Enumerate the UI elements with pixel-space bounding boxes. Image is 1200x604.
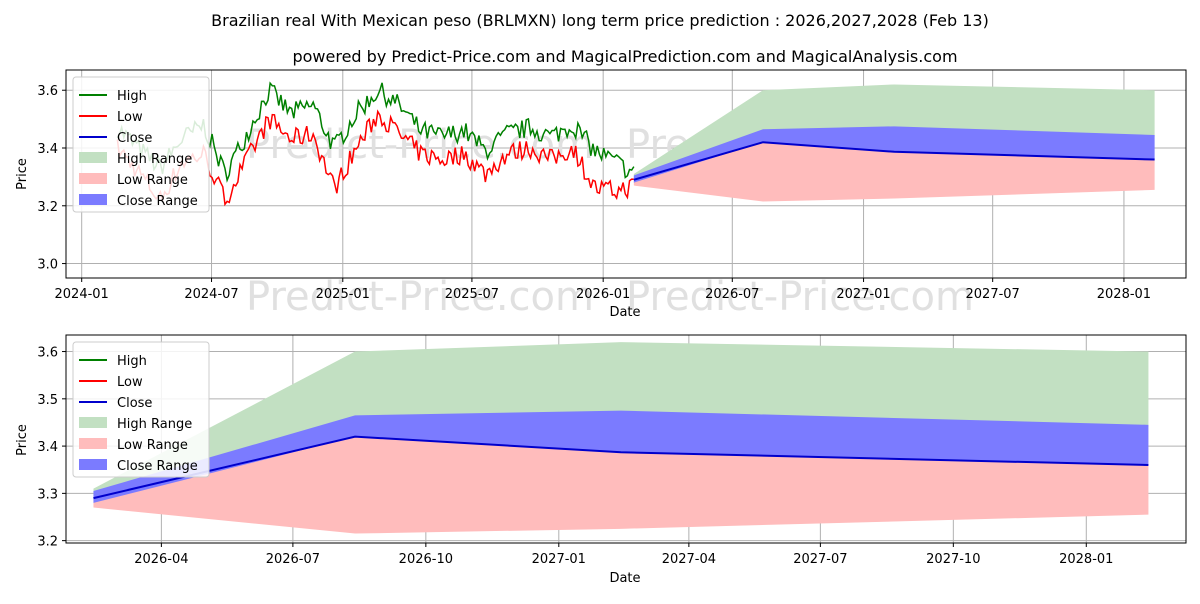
legend-label: Close Range — [117, 194, 198, 209]
x-tick-label: 2024-07 — [184, 287, 238, 302]
x-tick-label: 2025-01 — [316, 287, 370, 302]
forecast-close-line — [633, 141, 1155, 181]
x-tick-label: 2027-04 — [662, 552, 716, 567]
x-tick-label: 2026-01 — [576, 287, 630, 302]
legend-patch-swatch — [79, 194, 107, 205]
top-panel: Predict-Price.com Predict-Price.com Pred… — [15, 69, 1187, 320]
top-y-axis-label: Price — [15, 158, 30, 190]
x-tick-label: 2025-07 — [445, 287, 499, 302]
bottom-panel: Predict-Price.com Predict-Price.com 2026… — [15, 334, 1187, 586]
high-range-band — [633, 84, 1155, 180]
bottom-y-axis-label: Price — [15, 424, 30, 456]
forecast-close-line — [93, 435, 1149, 500]
y-tick-label: 3.6 — [37, 84, 58, 99]
legend-label: Low Range — [117, 173, 188, 188]
low-range-band — [93, 436, 1149, 534]
y-tick-label: 3.4 — [37, 440, 58, 455]
x-tick-label: 2024-01 — [55, 287, 109, 302]
watermark-text: Predict-Price.com — [246, 274, 594, 320]
y-tick-label: 3.5 — [37, 393, 58, 408]
legend-label: High Range — [117, 152, 192, 167]
legend-label: Close — [117, 396, 152, 411]
chart-subtitle: powered by Predict-Price.com and Magical… — [292, 47, 957, 66]
x-tick-label: 2027-01 — [532, 552, 586, 567]
y-tick-label: 3.3 — [37, 487, 58, 502]
legend-label: Low Range — [117, 438, 188, 453]
x-tick-label: 2027-07 — [793, 552, 847, 567]
chart-title: Brazilian real With Mexican peso (BRLMXN… — [211, 11, 989, 30]
x-tick-label: 2028-01 — [1059, 552, 1113, 567]
high-range-band — [93, 342, 1149, 499]
x-tick-label: 2026-04 — [134, 552, 188, 567]
watermark-text: Predict-Price.com — [626, 274, 974, 320]
bottom-x-axis-label: Date — [609, 571, 640, 586]
legend-label: Low — [117, 375, 143, 390]
legend-label: High — [117, 89, 147, 104]
bottom-plot-frame — [65, 334, 1187, 544]
legend-patch-swatch — [79, 152, 107, 163]
watermark-text: Predict-Price.com — [246, 122, 594, 168]
x-tick-label: 2028-01 — [1097, 287, 1151, 302]
top-plot-frame — [65, 69, 1187, 279]
legend-label: High Range — [117, 417, 192, 432]
top-legend: High Low Close High Range Low Range Close Ran… — [72, 76, 210, 213]
x-tick-label: 2027-07 — [966, 287, 1020, 302]
x-tick-label: 2026-07 — [266, 552, 320, 567]
legend-label: Close Range — [117, 459, 198, 474]
y-tick-label: 3.6 — [37, 346, 58, 361]
legend-patch-swatch — [79, 173, 107, 184]
legend-label: Close — [117, 131, 152, 146]
legend-label: High — [117, 354, 147, 369]
x-tick-label: 2026-10 — [399, 552, 453, 567]
x-tick-label: 2026-07 — [705, 287, 759, 302]
top-x-axis-label: Date — [609, 305, 640, 320]
y-tick-label: 3.2 — [37, 535, 58, 550]
y-tick-label: 3.0 — [37, 258, 58, 273]
close-range-band — [93, 410, 1149, 503]
y-tick-label: 3.4 — [37, 142, 58, 157]
low-range-band — [633, 142, 1155, 202]
legend-patch-swatch — [79, 438, 107, 449]
legend-label: Low — [117, 110, 143, 125]
legend-patch-swatch — [79, 417, 107, 428]
x-tick-label: 2027-01 — [836, 287, 890, 302]
y-tick-label: 3.2 — [37, 200, 58, 215]
x-tick-label: 2027-10 — [926, 552, 980, 567]
bottom-legend: High Low Close High Range Low Range Close Ran… — [72, 341, 210, 478]
close-range-band — [633, 126, 1155, 183]
legend-patch-swatch — [79, 459, 107, 470]
